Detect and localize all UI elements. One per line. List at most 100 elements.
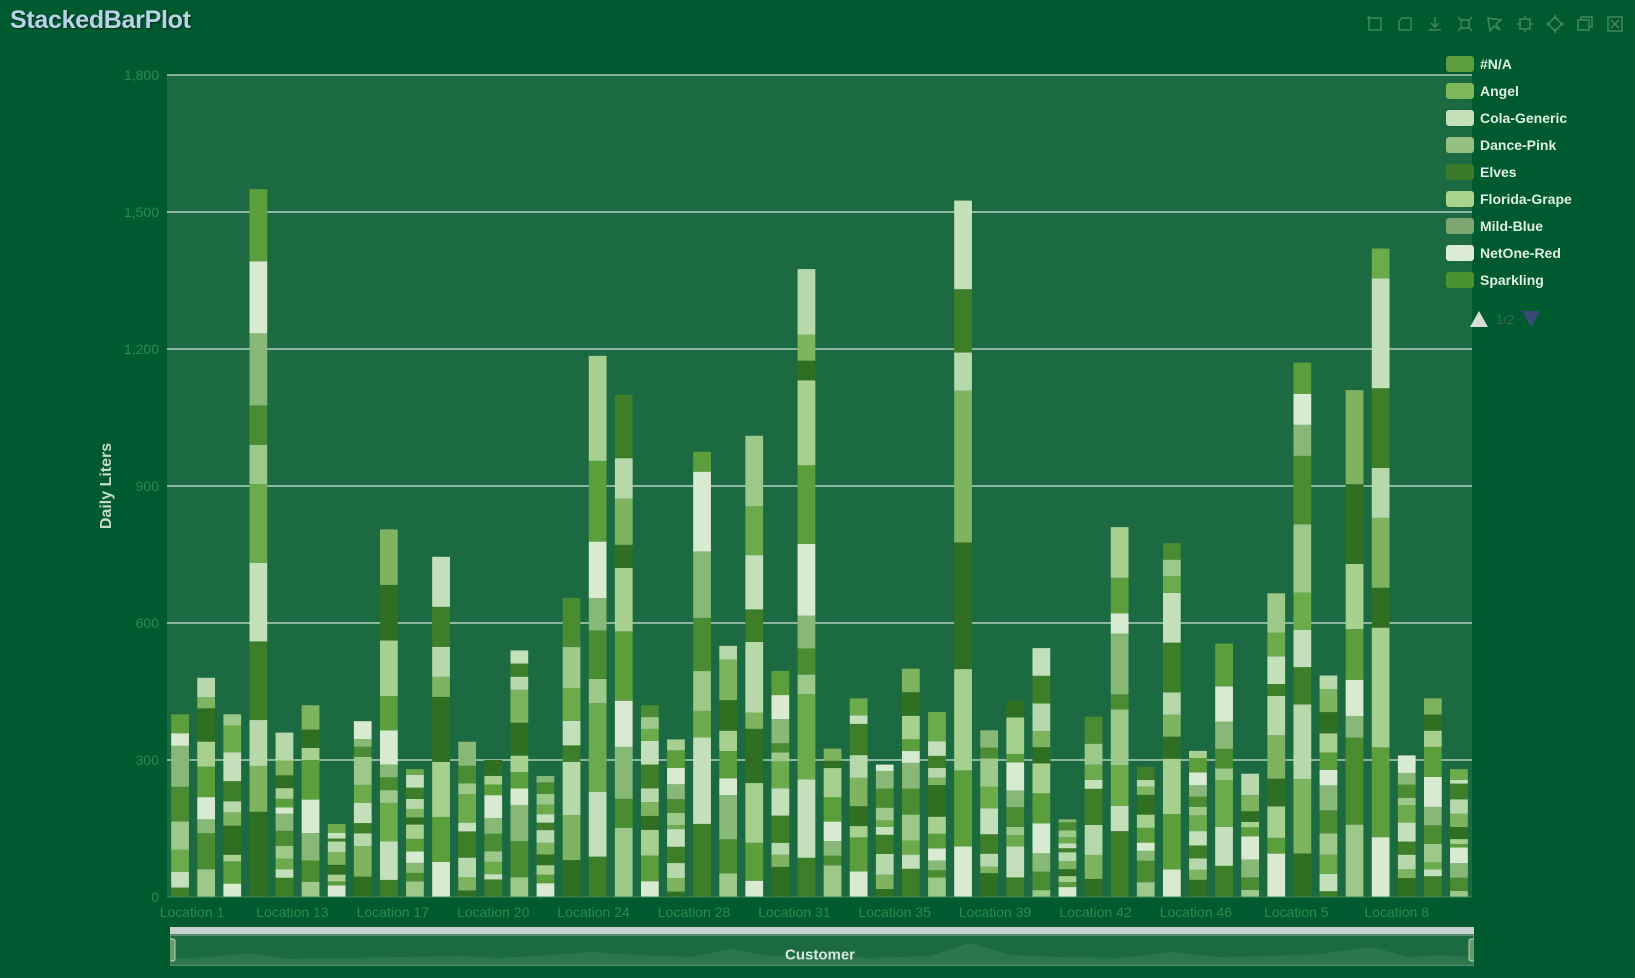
bar-segment[interactable] [588,598,607,631]
bar-segment[interactable] [1215,748,1233,769]
bar-segment[interactable] [1450,779,1468,784]
bar-segment[interactable] [640,855,659,882]
bar-segment[interactable] [275,788,294,799]
bar-stack[interactable] [954,200,972,897]
bar-segment[interactable] [1162,559,1181,577]
bar-segment[interactable] [1189,785,1207,797]
bar-segment[interactable] [849,715,868,724]
bar-segment[interactable] [849,826,868,838]
bar-segment[interactable] [223,883,242,897]
bar-segment[interactable] [1319,712,1338,734]
bar-segment[interactable] [928,833,946,849]
bar-segment[interactable] [1058,876,1077,883]
zoom-out-icon[interactable] [1545,14,1565,34]
bar-segment[interactable] [1267,695,1286,736]
bar-segment[interactable] [928,860,946,871]
bar-segment[interactable] [1397,755,1416,773]
bar-segment[interactable] [249,333,268,406]
bar-stack[interactable] [823,748,842,897]
bar-segment[interactable] [719,795,738,840]
bar-segment[interactable] [1423,806,1442,826]
legend-item-mild-blue[interactable]: Mild-Blue [1446,217,1572,235]
bar-segment[interactable] [1371,278,1390,389]
bar-segment[interactable] [249,562,268,642]
bar-segment[interactable] [275,869,294,878]
bar-segment[interactable] [1189,772,1207,786]
bar-segment[interactable] [693,823,711,897]
bar-segment[interactable] [171,714,189,734]
bar-stack[interactable] [536,775,555,897]
bar-segment[interactable] [1345,679,1364,716]
bar-segment[interactable] [693,671,711,711]
bar-segment[interactable] [1162,736,1181,759]
bar-segment[interactable] [223,861,242,884]
bar-segment[interactable] [719,700,738,731]
bar-segment[interactable] [197,869,216,897]
bar-segment[interactable] [875,820,894,827]
bar-stack[interactable] [1423,698,1442,897]
bar-segment[interactable] [588,856,607,897]
bar-segment[interactable] [510,689,529,723]
bar-segment[interactable] [1032,823,1051,854]
bar-segment[interactable] [249,189,268,262]
bar-segment[interactable] [301,729,320,748]
bar-stack[interactable] [406,769,424,897]
data-zoom-slider[interactable] [170,927,1474,967]
bar-segment[interactable] [614,544,633,568]
bar-segment[interactable] [379,640,398,697]
bar-segment[interactable] [510,877,529,897]
bar-segment[interactable] [1267,593,1286,633]
bar-segment[interactable] [667,877,685,892]
restore-icon[interactable] [1575,14,1595,34]
bar-segment[interactable] [693,551,711,618]
bar-segment[interactable] [614,498,633,545]
bar-segment[interactable] [1397,841,1416,855]
bar-segment[interactable] [1267,853,1286,897]
bar-segment[interactable] [1032,703,1051,732]
bar-stack[interactable] [901,668,920,897]
bar-segment[interactable] [1189,831,1207,846]
bar-segment[interactable] [510,788,529,805]
bar-segment[interactable] [1241,827,1260,837]
bar-segment[interactable] [1006,762,1025,791]
bar-segment[interactable] [327,832,346,839]
bar-segment[interactable] [510,722,529,756]
bar-segment[interactable] [249,720,268,766]
bar-segment[interactable] [1450,827,1468,840]
bar-segment[interactable] [562,647,581,689]
bar-segment[interactable] [693,737,711,824]
bar-segment[interactable] [849,723,868,756]
bar-segment[interactable] [379,790,398,803]
bar-segment[interactable] [1319,854,1338,874]
bar-segment[interactable] [249,811,268,897]
bar-stack[interactable] [745,435,764,897]
legend-item-dance-pink[interactable]: Dance-Pink [1446,136,1572,154]
bar-segment[interactable] [536,865,555,875]
bar-segment[interactable] [1032,648,1051,676]
bar-segment[interactable] [1450,843,1468,848]
bar-segment[interactable] [1371,587,1390,628]
bar-stack[interactable] [849,698,868,897]
bar-segment[interactable] [928,755,946,769]
bar-segment[interactable] [928,768,946,778]
bar-segment[interactable] [510,804,529,842]
bar-segment[interactable] [640,728,659,741]
bar-segment[interactable] [901,692,920,716]
bar-stack[interactable] [1189,750,1207,897]
bar-segment[interactable] [1371,248,1390,279]
bar-segment[interactable] [1058,861,1077,870]
bar-segment[interactable] [1136,786,1155,795]
bar-segment[interactable] [510,663,529,677]
bar-segment[interactable] [1319,689,1338,713]
bar-segment[interactable] [797,674,816,695]
bar-segment[interactable] [1215,826,1233,866]
bar-stack[interactable] [1267,593,1286,897]
bar-stack[interactable] [1241,773,1260,897]
bar-segment[interactable] [562,860,581,897]
bar-segment[interactable] [510,772,529,789]
bar-segment[interactable] [1345,390,1364,485]
bar-segment[interactable] [562,688,581,721]
bar-segment[interactable] [223,714,242,726]
bar-segment[interactable] [1006,826,1025,836]
bar-segment[interactable] [1267,735,1286,779]
